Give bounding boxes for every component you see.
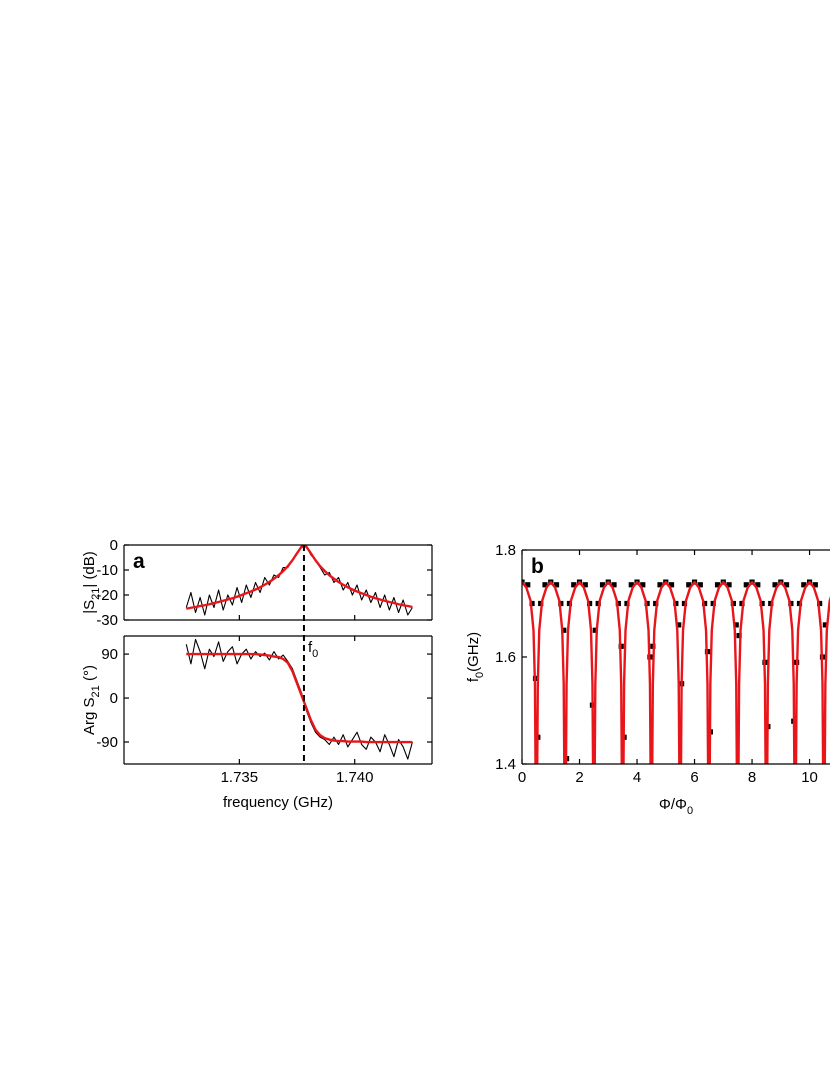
data-point (657, 582, 663, 588)
y-tick-label: 0 (110, 537, 118, 554)
data-point (561, 627, 567, 633)
annotation: f0 (308, 639, 318, 660)
plot-area (185, 638, 413, 760)
fit-line (522, 580, 830, 764)
data-point (783, 582, 790, 588)
panel-label: b (531, 555, 544, 578)
data-line (185, 545, 413, 616)
y-axis-label-sub: 21 (90, 588, 102, 600)
y-tick-label: 0 (110, 690, 118, 707)
data-point (726, 582, 732, 588)
x-tick-label: 1.735 (221, 769, 259, 786)
data-point (668, 582, 675, 588)
data-point (571, 582, 577, 588)
x-tick-label: 8 (748, 769, 756, 786)
panel-label: a (133, 550, 145, 573)
x-tick-label: 10 (801, 769, 818, 786)
data-point (736, 633, 742, 639)
data-point (772, 582, 778, 588)
y-tick-label: 1.8 (495, 542, 516, 559)
data-point (733, 622, 739, 628)
data-point (676, 622, 682, 628)
data-point (686, 582, 692, 588)
data-point (592, 627, 598, 633)
y-axis-label-rest: | (dB) (81, 551, 98, 587)
x-axis-label: frequency (GHz) (223, 794, 333, 811)
data-point (822, 622, 828, 628)
data-point (542, 582, 548, 588)
y-axis-label-rest: (GHz) (465, 632, 482, 672)
y-axis-label-sub: 0 (474, 672, 486, 678)
data-point (611, 582, 617, 588)
y-tick-label: 1.4 (495, 756, 516, 773)
x-tick-label: 2 (575, 769, 583, 786)
x-axis-label-main: Φ/Φ (659, 796, 687, 813)
plot-area (185, 545, 413, 616)
data-point (714, 582, 721, 588)
data-point (553, 582, 560, 588)
y-tick-label: -10 (96, 562, 118, 579)
data-point (812, 582, 818, 588)
x-axis-label: Φ/Φ0 (659, 796, 693, 817)
plot-area (522, 579, 830, 764)
y-tick-label: -90 (96, 734, 118, 751)
data-point (525, 582, 531, 588)
data-point (743, 582, 749, 588)
y-axis-label-main: |S (81, 600, 98, 614)
fit-line (186, 652, 413, 744)
data-point (628, 582, 634, 588)
annotation-main: f (308, 639, 313, 656)
data-point (582, 582, 588, 588)
x-axis-label-main: frequency (GHz) (223, 794, 333, 811)
y-tick-label: -30 (96, 612, 118, 629)
x-tick-label: 0 (518, 769, 526, 786)
y-tick-label: -20 (96, 587, 118, 604)
y-tick-label: 1.6 (495, 649, 516, 666)
x-tick-label: 1.740 (336, 769, 374, 786)
data-point (599, 582, 606, 588)
data-point (755, 582, 761, 588)
data-point (801, 582, 807, 588)
fit-line (186, 545, 413, 610)
y-axis-label: Arg S21 (°) (81, 665, 102, 735)
x-tick-label: 4 (633, 769, 641, 786)
y-axis-label-sub: 21 (90, 685, 102, 697)
panel-0: 0 -10 -20 -30|S21| (dB) a (81, 537, 433, 629)
annotation-sub: 0 (312, 648, 318, 660)
x-axis-label-sub: 0 (687, 805, 693, 817)
x-tick-label: 6 (690, 769, 698, 786)
y-tick-label: 90 (101, 646, 118, 663)
y-axis-label-main: f (465, 677, 482, 682)
y-axis-label-main: Arg S (81, 697, 98, 735)
y-axis-label-rest: (°) (81, 665, 98, 685)
data-point (697, 582, 703, 588)
y-axis-label: |S21| (dB) (81, 551, 102, 614)
data-point (640, 582, 646, 588)
y-axis-label: f0(GHz) (465, 632, 486, 682)
